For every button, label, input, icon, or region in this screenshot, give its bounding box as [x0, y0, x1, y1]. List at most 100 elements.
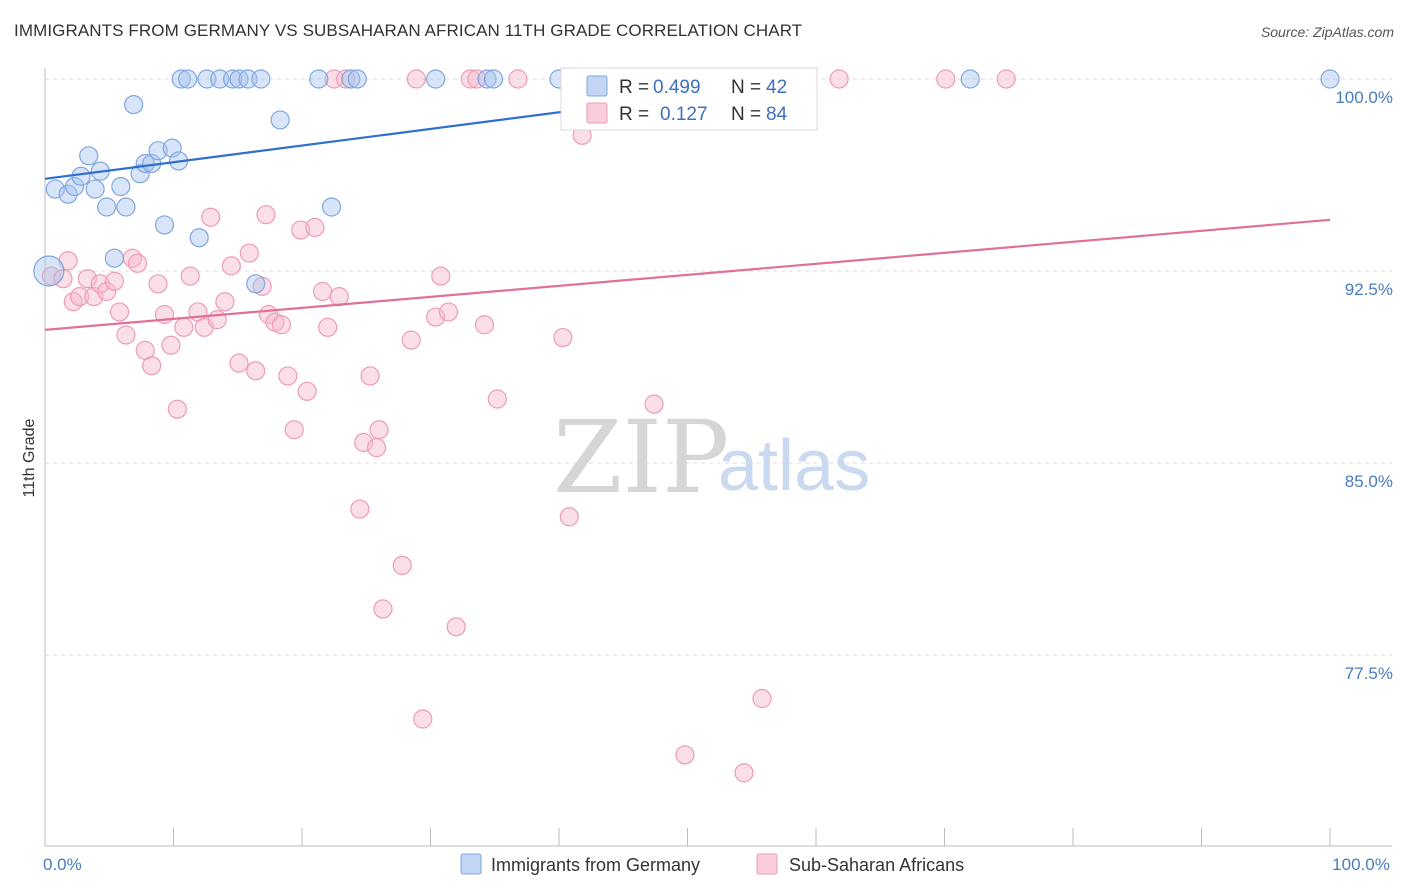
data-point [324, 69, 344, 89]
data-point [251, 69, 271, 89]
data-point [180, 266, 200, 286]
data-point [124, 94, 144, 115]
data-point [426, 307, 446, 327]
data-point [239, 243, 259, 263]
data-point [477, 69, 497, 89]
data-point [318, 317, 338, 337]
data-point [467, 69, 487, 89]
data-point [508, 69, 528, 89]
data-point [559, 507, 579, 527]
legend-swatch-sub-saharan [756, 853, 778, 875]
data-point [104, 271, 124, 291]
data-point [401, 330, 421, 350]
data-point [309, 69, 329, 89]
legend-label-sub-saharan: Sub-Saharan Africans [789, 855, 964, 875]
data-point [41, 266, 62, 286]
trend-line [44, 218, 1331, 331]
series-germany-points [33, 69, 1340, 294]
watermark-zip: ZIP [553, 399, 729, 516]
data-point [312, 281, 333, 302]
data-point [373, 599, 393, 619]
data-point [178, 69, 198, 89]
data-point [45, 179, 65, 199]
data-point [256, 205, 276, 225]
data-point [278, 366, 298, 386]
data-point [71, 166, 91, 186]
data-point [369, 420, 389, 440]
data-point [148, 274, 168, 294]
data-point [297, 381, 317, 401]
y-axis-label: 11th Grade [21, 418, 38, 497]
stats-r-value-germany: 0.499 [653, 77, 701, 98]
data-point [271, 315, 292, 335]
data-point [97, 281, 117, 302]
stats-swatch-germany [586, 75, 608, 97]
data-point [406, 69, 426, 89]
data-point [116, 325, 136, 345]
data-point [431, 266, 451, 286]
data-point [221, 256, 241, 276]
data-point [246, 361, 266, 381]
x-tick-labels: 0.0% 100.0% [43, 855, 1390, 874]
data-point [215, 292, 235, 312]
data-point [341, 69, 361, 89]
data-point [201, 207, 221, 227]
data-point [1320, 69, 1340, 89]
data-point [438, 302, 459, 322]
data-point [70, 287, 90, 307]
data-point [336, 69, 356, 89]
data-point [174, 317, 194, 337]
data-point [97, 197, 117, 217]
data-point [58, 184, 78, 204]
y-tick-label: 77.5% [1345, 664, 1393, 683]
legend-label-germany: Immigrants from Germany [491, 855, 700, 875]
data-point [116, 197, 136, 217]
data-point [171, 69, 191, 89]
stats-legend: R = 0.499 N = 42 R = 0.127 N = 84 [560, 67, 818, 131]
data-point [270, 110, 290, 130]
data-point [104, 248, 124, 268]
data-point [752, 688, 772, 709]
y-tick-label: 85.0% [1345, 472, 1393, 491]
data-point [553, 327, 573, 348]
data-point [413, 709, 433, 729]
watermark-atlas: atlas [718, 426, 870, 506]
data-point [223, 69, 243, 89]
data-point [135, 153, 155, 174]
data-point [487, 389, 507, 409]
data-point [291, 220, 311, 240]
data-point [960, 69, 980, 89]
data-point [161, 335, 181, 355]
data-point [366, 438, 387, 458]
series-legend: Immigrants from Germany Sub-Saharan Afri… [460, 853, 964, 875]
data-point [996, 69, 1016, 89]
legend-swatch-germany [460, 853, 482, 875]
data-point [426, 69, 446, 89]
data-point [64, 176, 85, 197]
data-point [127, 253, 148, 273]
data-point [142, 356, 162, 376]
data-point [284, 420, 304, 440]
data-point [85, 179, 105, 199]
data-point [33, 255, 65, 287]
data-point [329, 287, 349, 307]
series-sub-saharan-points [41, 69, 1016, 783]
data-point [347, 69, 367, 89]
data-point [392, 555, 412, 576]
data-point [63, 292, 83, 312]
axes [44, 68, 1392, 847]
chart-source: Source: ZipAtlas.com [1260, 24, 1394, 40]
stats-r-label-germany: R = [619, 77, 649, 98]
stats-n-label-germany: N = [731, 77, 761, 98]
data-point [460, 69, 480, 89]
data-point [446, 617, 466, 637]
data-point [229, 353, 249, 373]
y-tick-label: 92.5% [1345, 280, 1393, 299]
data-point [644, 394, 664, 414]
stats-swatch-sub-saharan [586, 102, 608, 124]
x-tick-marks [44, 828, 1331, 846]
stats-n-label-sub-saharan: N = [731, 104, 761, 125]
data-point [111, 176, 131, 197]
x-tick-label: 100.0% [1332, 855, 1390, 874]
